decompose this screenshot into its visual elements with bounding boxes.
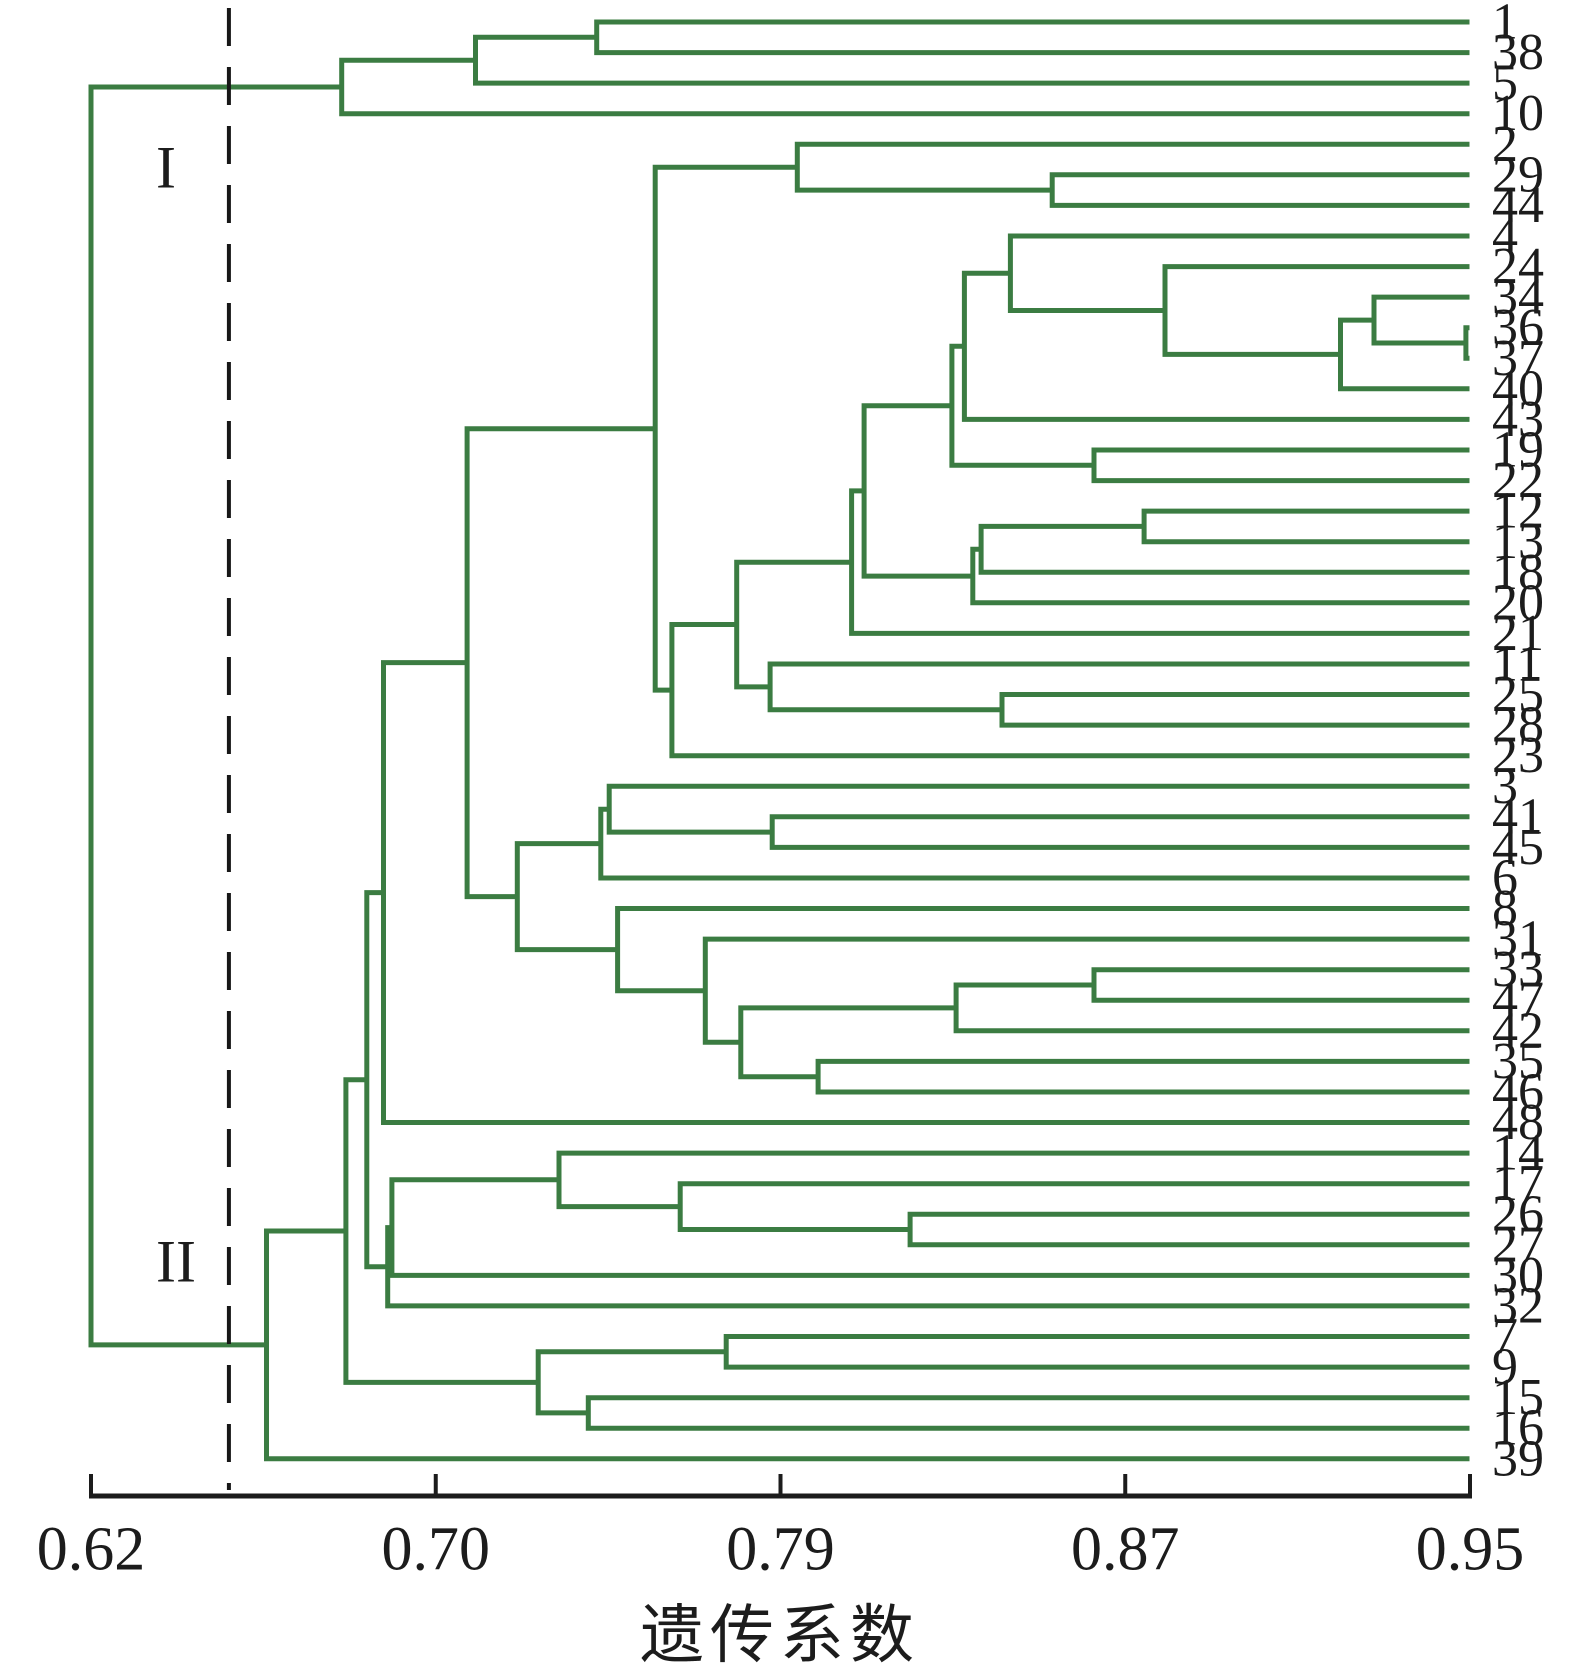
leaf-label: 15 bbox=[1492, 1369, 1544, 1426]
leaf-label: 7 bbox=[1492, 1308, 1518, 1365]
leaf-label: 48 bbox=[1492, 1094, 1544, 1151]
leaf-label: 10 bbox=[1492, 85, 1544, 142]
axis-tick-label: 0.62 bbox=[36, 1515, 146, 1584]
leaf-label: 13 bbox=[1492, 513, 1544, 570]
leaf-label: 36 bbox=[1492, 299, 1544, 356]
leaf-label: 19 bbox=[1492, 421, 1544, 478]
leaf-label: 6 bbox=[1492, 849, 1518, 906]
leaf-label: 9 bbox=[1492, 1339, 1518, 1396]
leaf-label: 42 bbox=[1492, 1002, 1544, 1059]
axis-tick-label: 0.70 bbox=[381, 1515, 491, 1584]
leaf-label: 30 bbox=[1492, 1247, 1544, 1304]
leaf-label: 1 bbox=[1492, 0, 1518, 51]
leaf-label: 40 bbox=[1492, 360, 1544, 417]
leaf-label: 23 bbox=[1492, 727, 1544, 784]
leaf-label: 27 bbox=[1492, 1216, 1544, 1273]
leaf-label: 31 bbox=[1492, 911, 1544, 968]
leaf-label: 22 bbox=[1492, 452, 1544, 509]
leaf-label: 11 bbox=[1492, 635, 1542, 692]
leaf-label: 20 bbox=[1492, 574, 1544, 631]
leaf-label: 45 bbox=[1492, 819, 1544, 876]
leaf-label: 17 bbox=[1492, 1155, 1544, 1212]
leaf-label: 25 bbox=[1492, 666, 1544, 723]
leaf-label: 37 bbox=[1492, 330, 1544, 387]
leaf-label: 38 bbox=[1492, 24, 1544, 81]
leaf-label: 2 bbox=[1492, 116, 1518, 173]
leaf-label: 3 bbox=[1492, 758, 1518, 815]
leaf-label: 24 bbox=[1492, 238, 1544, 295]
leaf-label: 39 bbox=[1492, 1430, 1544, 1487]
leaf-label: 26 bbox=[1492, 1186, 1544, 1243]
axis-tick-label: 0.79 bbox=[726, 1515, 835, 1584]
leaf-label: 4 bbox=[1492, 207, 1518, 264]
leaf-label: 29 bbox=[1492, 146, 1544, 203]
leaf-label: 44 bbox=[1492, 177, 1544, 234]
leaf-label: 43 bbox=[1492, 391, 1544, 448]
leaf-label: 28 bbox=[1492, 697, 1544, 754]
axis-tick-label: 0.95 bbox=[1415, 1515, 1525, 1584]
axis-title: 遗传系数 bbox=[640, 1600, 920, 1671]
leaf-label: 46 bbox=[1492, 1063, 1544, 1120]
leaf-label: 32 bbox=[1492, 1277, 1544, 1334]
dendrogram-branches bbox=[88, 19, 1470, 1462]
leaf-label: 33 bbox=[1492, 941, 1544, 998]
leaf-label: 8 bbox=[1492, 880, 1518, 937]
cluster-label-I: I bbox=[156, 134, 176, 201]
leaf-label: 35 bbox=[1492, 1033, 1544, 1090]
leaf-label: 5 bbox=[1492, 55, 1518, 112]
leaf-label: 16 bbox=[1492, 1400, 1544, 1457]
leaf-label: 18 bbox=[1492, 544, 1544, 601]
leaf-label: 14 bbox=[1492, 1125, 1544, 1182]
leaf-label: 47 bbox=[1492, 972, 1544, 1029]
axis-tick-label: 0.87 bbox=[1071, 1515, 1180, 1584]
leaf-label: 34 bbox=[1492, 269, 1544, 326]
leaf-label: 12 bbox=[1492, 483, 1544, 540]
leaf-label: 41 bbox=[1492, 788, 1544, 845]
leaf-label: 21 bbox=[1492, 605, 1544, 662]
cluster-label-II: II bbox=[156, 1228, 196, 1295]
